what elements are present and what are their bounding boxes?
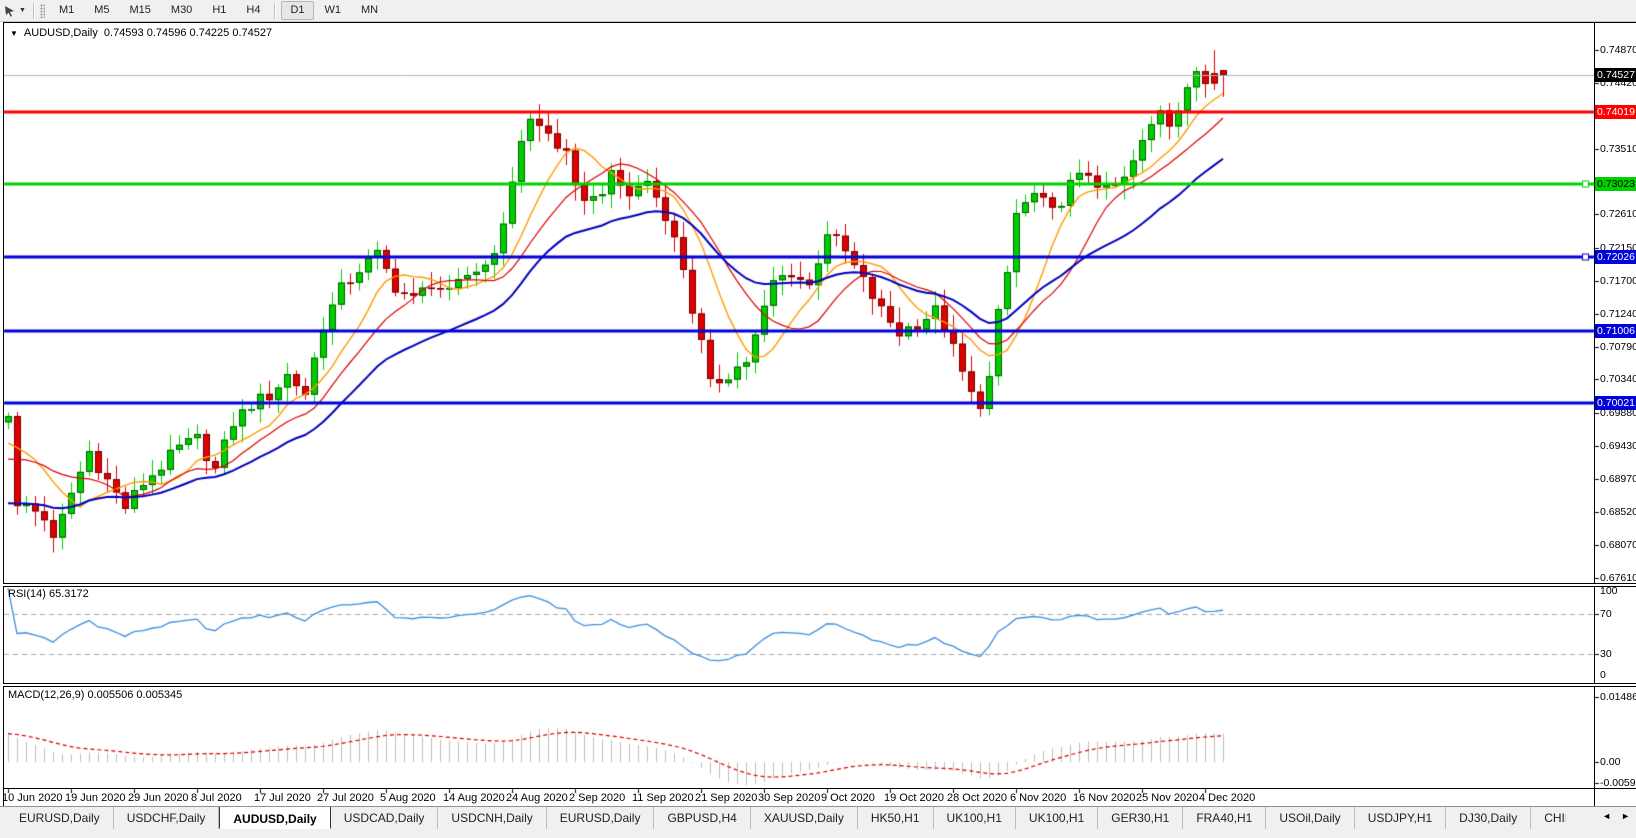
macd-axis-label: -0.005938 [1600,777,1636,789]
price-axis-tick-label: 0.69430 [1600,439,1636,452]
date-axis-label: 19 Oct 2020 [884,792,944,804]
date-axis-label: 19 Jun 2020 [65,792,126,804]
collapse-chart-icon[interactable]: ▼ [10,28,18,38]
price-axis-tick-label: 0.68070 [1600,538,1636,551]
price-axis-tick-label: 0.68970 [1600,473,1636,486]
price-level-badge: 0.73023 [1595,177,1636,192]
macd-axis-label: 0.00 [1600,756,1621,768]
price-level-badge: 0.74019 [1595,104,1636,119]
price-axis-tick-label: 0.70790 [1600,340,1636,353]
price-axis-tick-label: 0.72610 [1600,208,1636,221]
date-axis-label: 27 Jul 2020 [317,792,374,804]
date-axis-label: 5 Aug 2020 [380,792,436,804]
chart-tab-usdjpy-h1[interactable]: USDJPY,H1 [1355,807,1447,829]
date-axis-label: 24 Aug 2020 [506,792,568,804]
price-level-badge: 0.71006 [1595,324,1636,339]
chart-symbol-label: AUDUSD,Daily [23,27,98,39]
rsi-axis-label: 70 [1600,608,1612,620]
price-axis-tick-label: 0.70340 [1600,373,1636,386]
date-axis-label: 2 Sep 2020 [569,792,626,804]
chart-tab-usoil-daily[interactable]: USOil,Daily [1266,807,1355,829]
price-axis-tick-label: 0.71700 [1600,274,1636,287]
chart-tab-audusd-daily[interactable]: AUDUSD,Daily [219,807,331,829]
rsi-axis-label: 30 [1600,648,1612,660]
chart-tab-usdcad-daily[interactable]: USDCAD,Daily [331,807,439,829]
chart-title: ▼ AUDUSD,Daily 0.74593 0.74596 0.74225 0… [10,27,272,39]
date-axis-label: 4 Dec 2020 [1199,792,1256,804]
price-level-badge: 0.72026 [1595,249,1636,264]
chart-ohlc-values: 0.74593 0.74596 0.74225 0.74527 [103,27,273,39]
date-axis-label: 9 Oct 2020 [821,792,875,804]
chart-tab-usdchf-daily[interactable]: USDCHF,Daily [114,807,220,829]
chart-tab-usdcnh-daily[interactable]: USDCNH,Daily [438,807,547,829]
price-level-badge: 0.70021 [1595,395,1636,410]
price-axis-tick-label: 0.67610 [1600,572,1636,584]
chart-tab-uk100-h1[interactable]: UK100,H1 [1016,807,1099,829]
price-axis-tick-label: 0.71240 [1600,308,1636,320]
chart-tab-eurusd-daily[interactable]: EURUSD,Daily [6,807,114,829]
rsi-axis-label: 100 [1600,585,1618,597]
rsi-axis-label: 0 [1600,669,1606,681]
date-axis-label: 8 Jul 2020 [191,792,242,804]
date-axis-label: 25 Nov 2020 [1136,792,1199,804]
chart-tab-hk50-h1[interactable]: HK50,H1 [858,807,934,829]
chart-tab-xauusd-daily[interactable]: XAUUSD,Daily [751,807,858,829]
date-axis-label: 28 Oct 2020 [947,792,1007,804]
price-axis-tick-label: 0.73510 [1600,142,1636,155]
chart-tab-dj30-daily[interactable]: DJ30,Daily [1446,807,1532,829]
chart-tab-ger30-h1[interactable]: GER30,H1 [1098,807,1184,829]
chart-tab-fra40-h1[interactable]: FRA40,H1 [1183,807,1267,829]
price-level-badge: 0.74527 [1595,67,1636,82]
date-axis-label: 6 Nov 2020 [1010,792,1067,804]
tab-scroll-left-icon[interactable]: ◄ [1602,811,1612,821]
chart-tab-eurusd-daily[interactable]: EURUSD,Daily [547,807,655,829]
date-axis-label: 30 Sep 2020 [758,792,821,804]
date-axis-label: 16 Nov 2020 [1073,792,1136,804]
macd-indicator-label: MACD(12,26,9) 0.005506 0.005345 [8,689,183,701]
chart-tab-gbpusd-h4[interactable]: GBPUSD,H4 [654,807,751,829]
date-axis-label: 29 Jun 2020 [128,792,189,804]
tab-scroll-right-icon[interactable]: ► [1621,811,1630,821]
chart-tab-uk100-h1[interactable]: UK100,H1 [934,807,1016,829]
price-axis-tick-label: 0.69880 [1600,406,1636,419]
rsi-indicator-label: RSI(14) 65.3172 [8,588,89,600]
date-axis-label: 14 Aug 2020 [443,792,505,804]
macd-axis-label: 0.014861 [1600,691,1636,703]
date-axis-label: 11 Sep 2020 [632,792,694,804]
chart-tab-china300-h1[interactable]: CHINA300,H1 [1531,807,1566,829]
price-axis-tick-label: 0.74870 [1600,44,1636,56]
date-axis-label: 21 Sep 2020 [695,792,758,804]
date-axis-label: 10 Jun 2020 [2,792,63,804]
date-axis-label: 17 Jul 2020 [254,792,311,804]
chart-tab-bar: EURUSD,Daily USDCHF,Daily AUDUSD,Daily USDC… [0,806,1636,838]
price-axis-tick-label: 0.68520 [1600,505,1636,518]
